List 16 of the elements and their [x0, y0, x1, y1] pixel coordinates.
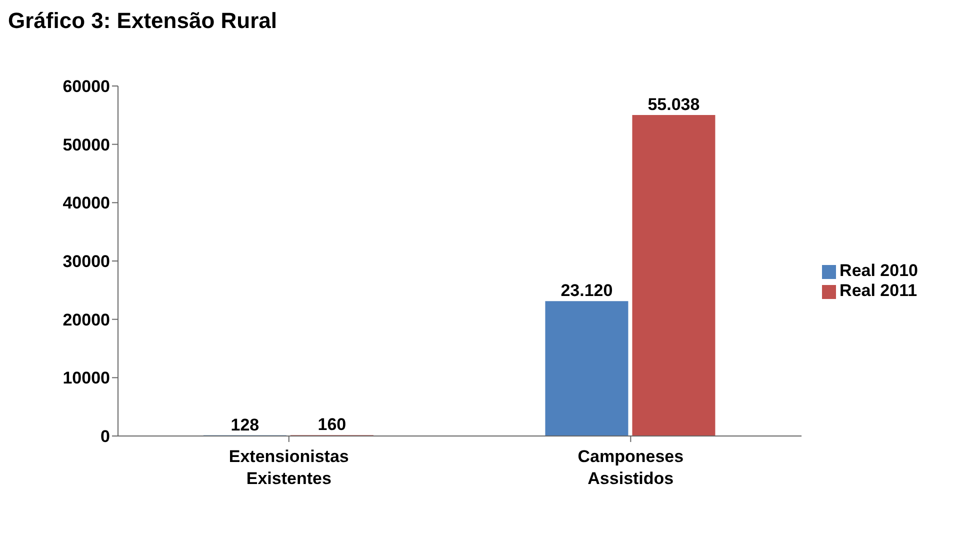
legend-label: Real 2010: [840, 261, 918, 280]
y-tick-label: 40000: [62, 194, 110, 213]
y-tick-label: 10000: [62, 368, 110, 388]
legend-label: Real 2011: [840, 281, 918, 300]
x-tick-label: Camponeses Assistidos: [578, 447, 684, 488]
data-label: 55.038: [648, 94, 700, 114]
y-tick-label: 60000: [62, 77, 110, 96]
x-tick-label: Extensionistas Existentes: [228, 447, 349, 488]
y-tick-label: 20000: [62, 310, 110, 330]
y-tick-label: 0: [100, 427, 110, 446]
chart-title: Gráfico 3: Extensão Rural: [8, 8, 278, 35]
y-tick-label: 30000: [62, 252, 110, 272]
data-label: 23.120: [560, 281, 613, 300]
y-tick-label: 50000: [62, 135, 110, 154]
data-label: 160: [318, 415, 346, 434]
data-label: 128: [230, 415, 260, 434]
